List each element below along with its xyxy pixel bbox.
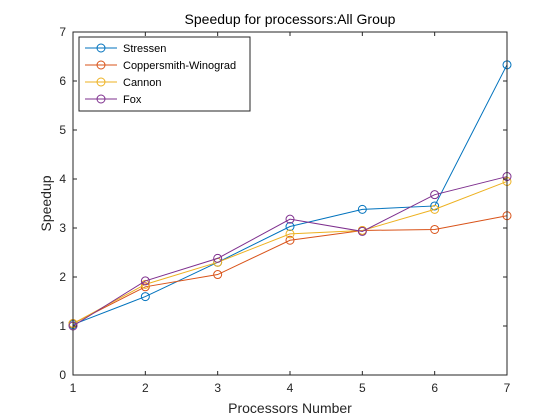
data-point-fox (357, 226, 367, 236)
series-fox (68, 172, 512, 331)
x-tick-label: 6 (431, 381, 438, 395)
data-point-cannon (430, 204, 440, 214)
data-point-stressen (285, 222, 295, 232)
x-axis: 1 2 3 4 5 6 7 (70, 32, 511, 395)
legend-marker (96, 94, 106, 104)
legend-label: Coppersmith-Winograd (123, 60, 236, 72)
chart-title: Speedup for processors:All Group (185, 11, 396, 27)
legend-item-coppersmith-winograd: Coppersmith-Winograd (85, 60, 236, 72)
series-line-fox (72, 176, 508, 327)
data-point-fox (213, 253, 223, 263)
legend-marker (96, 60, 106, 70)
y-tick-label: 4 (59, 172, 66, 186)
y-tick-label: 7 (59, 25, 66, 39)
x-axis-label: Processors Number (228, 400, 352, 416)
legend-label: Cannon (123, 77, 162, 89)
data-point-stressen (430, 201, 440, 211)
y-axis: 0 1 2 3 4 5 6 7 (59, 25, 507, 382)
legend-item-cannon: Cannon (85, 77, 162, 89)
data-point-coppersmith-winograd (430, 224, 440, 234)
y-tick-label: 3 (59, 221, 66, 235)
x-tick-label: 1 (70, 381, 77, 395)
data-point-coppersmith-winograd (213, 270, 223, 280)
series-line-cannon (72, 180, 508, 324)
legend-marker (96, 43, 106, 53)
data-point-cannon (140, 279, 150, 289)
data-point-stressen (357, 204, 367, 214)
x-tick-label: 2 (142, 381, 149, 395)
legend-label: Fox (123, 94, 142, 106)
series-layer (68, 60, 512, 331)
legend-item-fox: Fox (85, 94, 142, 106)
x-tick-label: 4 (287, 381, 294, 395)
y-tick-label: 2 (59, 270, 66, 284)
legend-label: Stressen (123, 43, 166, 55)
x-tick-label: 5 (359, 381, 366, 395)
data-point-stressen (140, 292, 150, 302)
data-point-fox (140, 276, 150, 286)
x-tick-label: 3 (214, 381, 221, 395)
y-tick-label: 0 (59, 368, 66, 382)
y-tick-label: 5 (59, 123, 66, 137)
series-line-coppersmith-winograd (72, 215, 508, 324)
data-point-coppersmith-winograd (285, 235, 295, 245)
series-line-stressen (72, 64, 508, 325)
legend-marker (96, 77, 106, 87)
x-tick-label: 7 (504, 381, 511, 395)
legend-item-stressen: Stressen (85, 43, 166, 55)
data-point-fox (430, 190, 440, 200)
y-axis-label: Speedup (38, 175, 54, 231)
legend: Stressen Coppersmith-Winograd Cannon Fox (78, 36, 251, 112)
y-tick-label: 6 (59, 74, 66, 88)
data-point-fox (285, 214, 295, 224)
y-tick-label: 1 (59, 319, 66, 333)
data-point-cannon (285, 229, 295, 239)
